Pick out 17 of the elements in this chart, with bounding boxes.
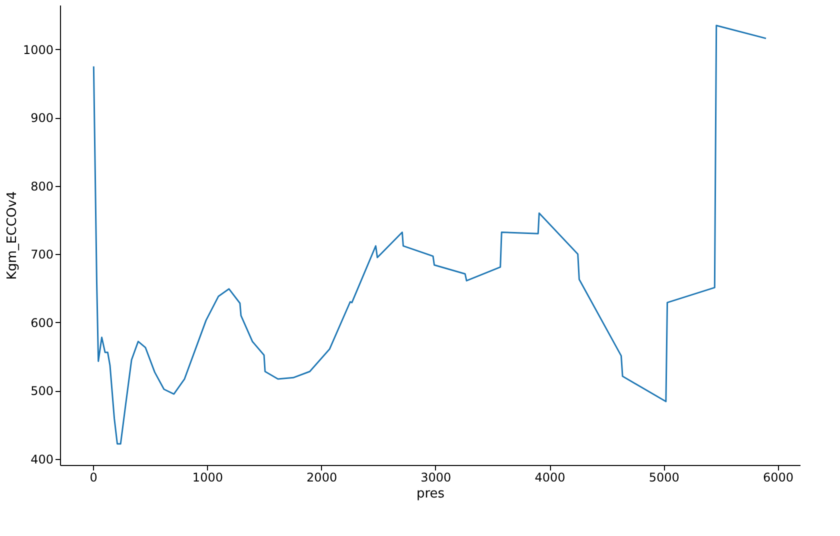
x-tick-label: 4000 [534,470,566,484]
x-tick-label: 3000 [420,470,452,484]
x-tick-label: 5000 [648,470,680,484]
y-tick-label: 800 [30,179,54,194]
y-tick-label: 1000 [22,42,54,57]
x-tick-label: 1000 [192,470,223,484]
y-tick-label: 700 [30,248,54,262]
x-tick-label: 2000 [306,470,338,484]
x-tick-label: 6000 [762,470,794,484]
y-tick-label: 600 [30,316,54,330]
line-series [92,24,767,445]
y-axis-title: Kgm_ECCOv4 [4,191,20,280]
y-tick-label: 900 [30,111,54,126]
x-axis-title: pres [416,486,445,502]
x-tick-label: 0 [90,470,98,484]
y-tick-label: 500 [30,384,54,398]
y-tick-label: 400 [30,452,54,466]
